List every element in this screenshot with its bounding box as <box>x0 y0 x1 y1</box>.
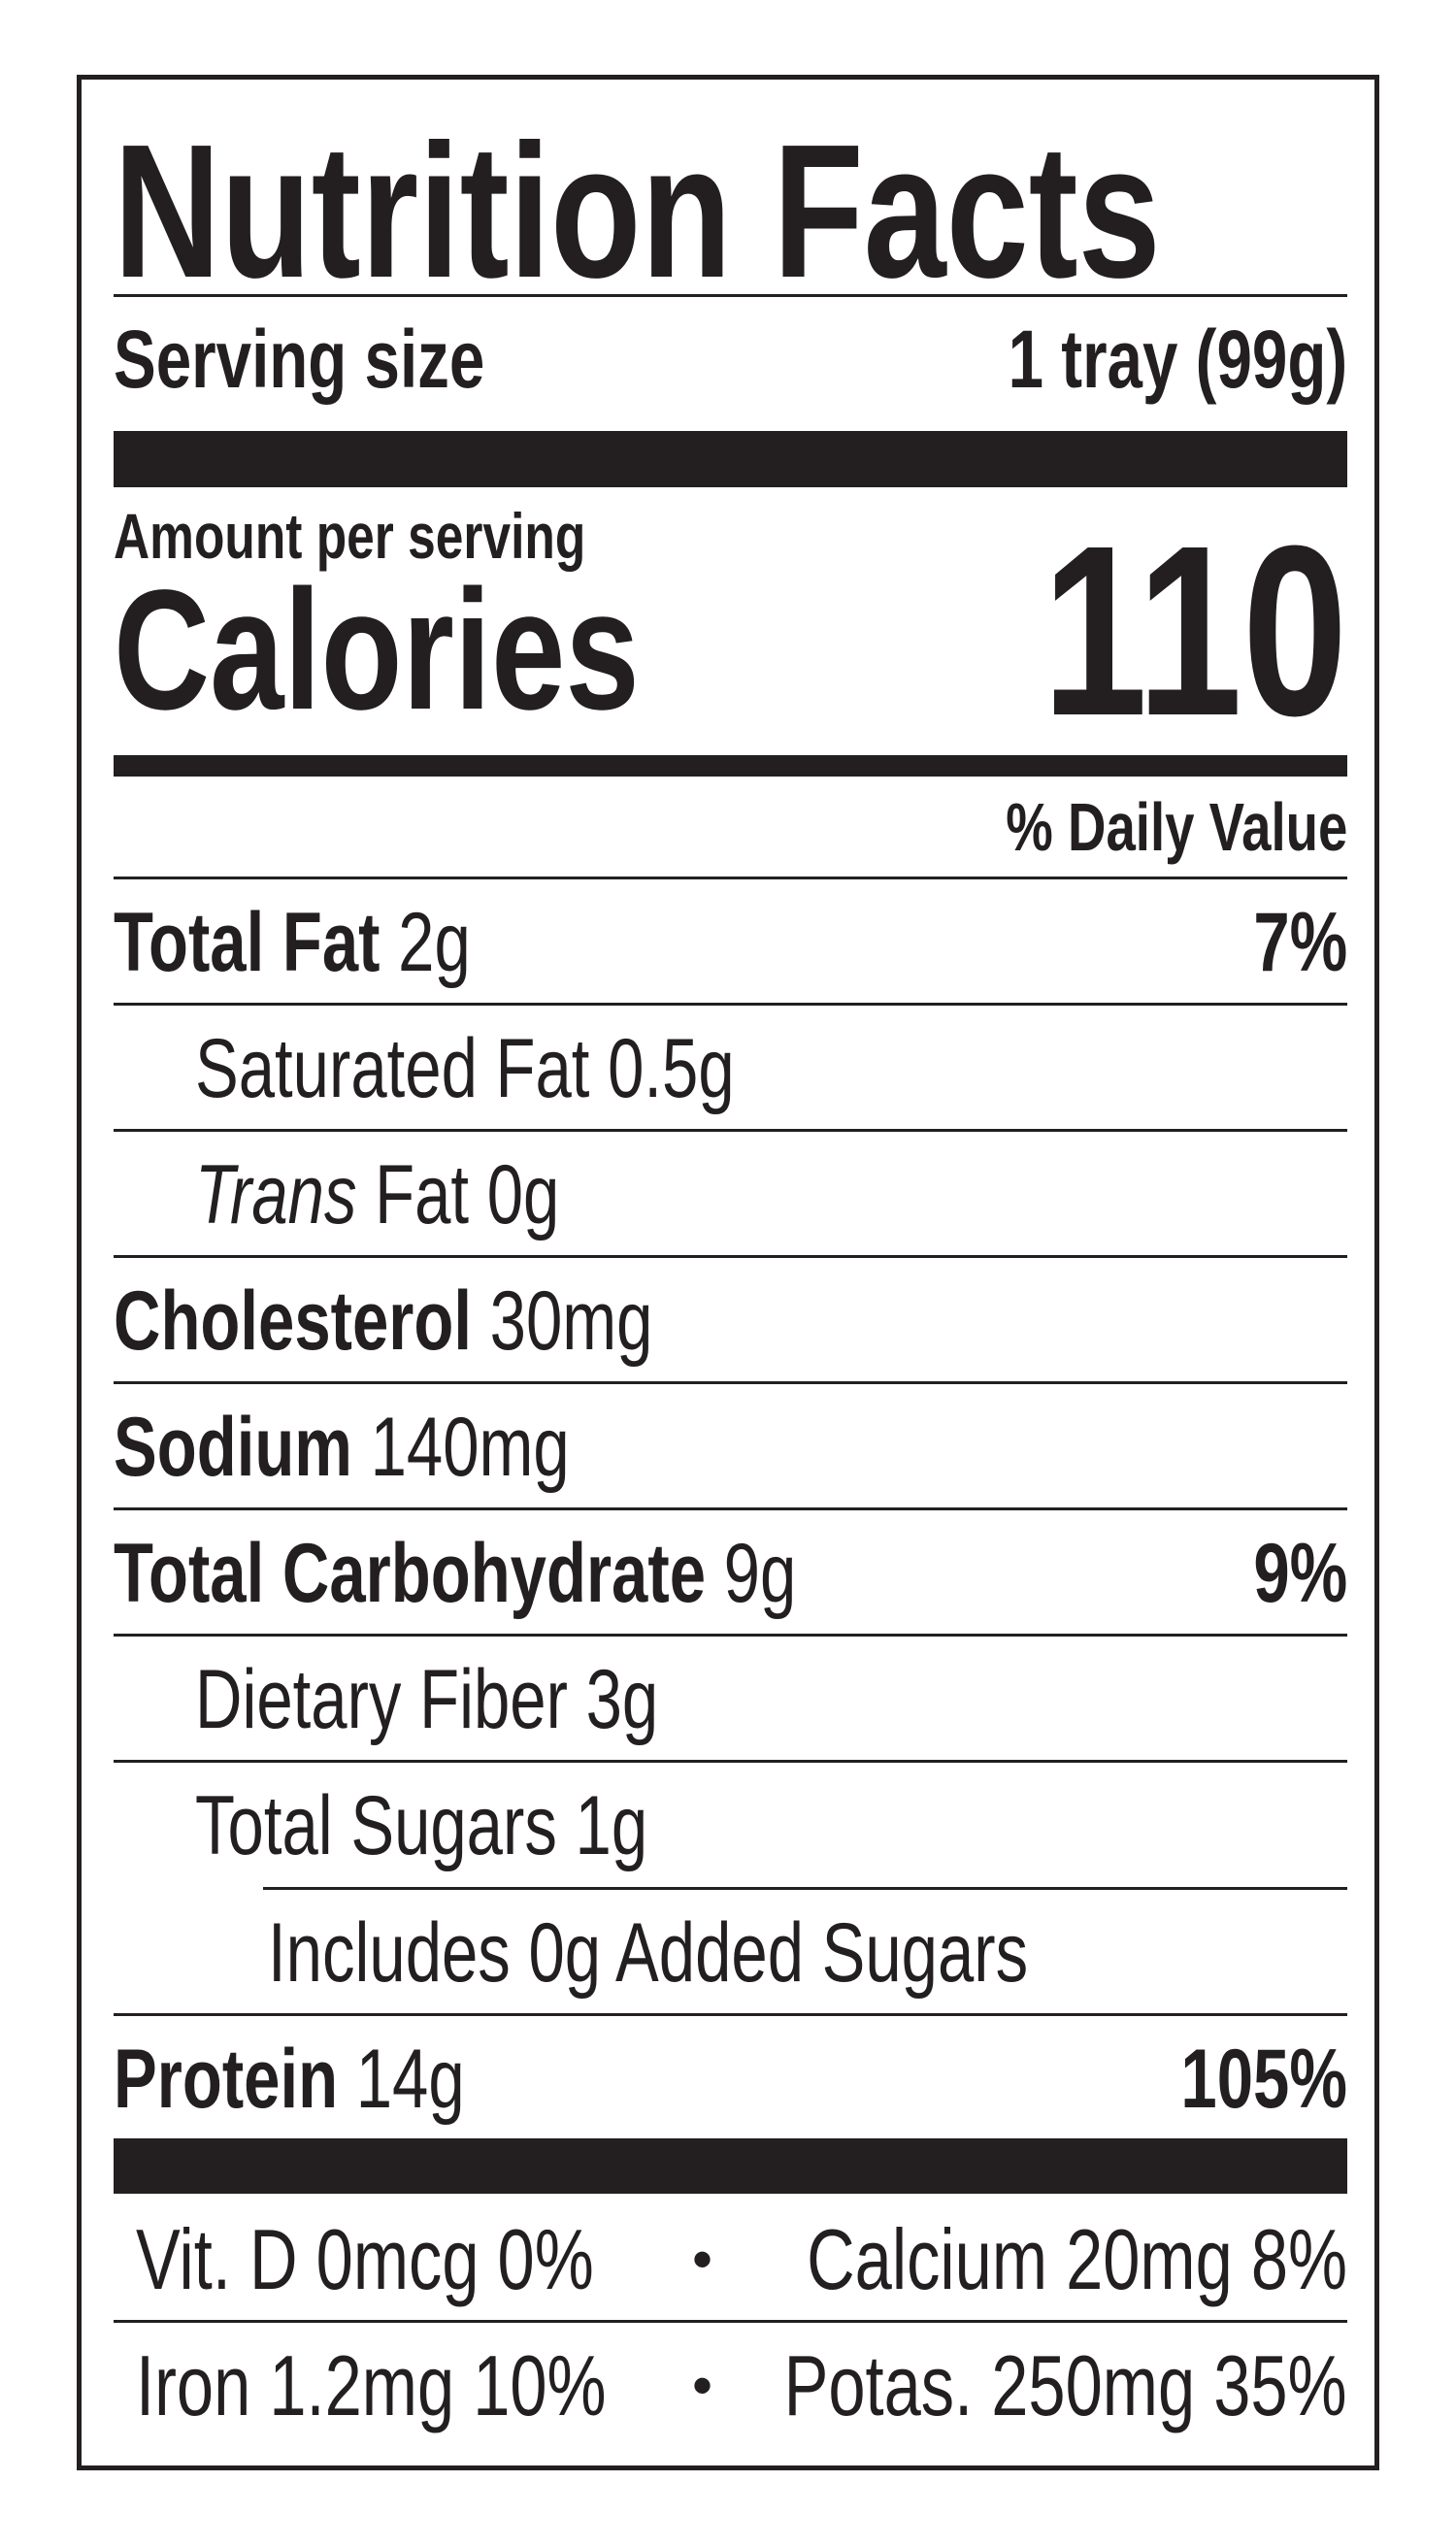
divider <box>114 1003 1347 1006</box>
nutrient-amount: 3g <box>585 1653 659 1746</box>
nutrient-name: Includes 0g Added Sugars <box>268 1906 1029 2000</box>
mineral-text: Potas. 250mg 35% <box>784 2337 1347 2433</box>
nutrient-name: Total Carbohydrate <box>114 1527 707 1620</box>
divider <box>114 1255 1347 1258</box>
nutrient-amount: 0.5g <box>608 1022 735 1115</box>
nutrient-row-total-carbohydrate: Total Carbohydrate 9g 9% <box>114 1510 1347 1637</box>
nutrient-row-trans-fat: Trans Fat 0g <box>195 1132 1347 1258</box>
calories-label: Calories <box>114 555 788 745</box>
nutrient-row-saturated-fat: Saturated Fat 0.5g <box>195 1006 1347 1132</box>
serving-size-value-text: 1 tray (99g) <box>1008 314 1347 405</box>
nutrient-dv: 9% <box>1253 1527 1347 1620</box>
mineral-text: Calcium 20mg 8% <box>807 2211 1347 2307</box>
nutrient-row-sodium: Sodium 140mg <box>114 1384 1347 1510</box>
bullet-separator: • <box>692 2328 712 2444</box>
nutrient-amount: 9g <box>723 1527 797 1620</box>
nutrient-row-total-sugars: Total Sugars 1g <box>195 1763 1347 1889</box>
calories-value: 110 <box>956 495 1347 766</box>
divider <box>114 1129 1347 1132</box>
amount-per-serving-text: Amount per serving <box>114 500 586 572</box>
nutrient-amount: 140mg <box>370 1401 570 1494</box>
bullet-separator: • <box>692 2201 712 2318</box>
mineral-potassium: Potas. 250mg 35% <box>625 2328 1347 2444</box>
nutrient-name: Trans <box>195 1148 357 1241</box>
daily-value-header: % Daily Value <box>910 788 1347 866</box>
nutrient-name: Total Sugars <box>195 1779 557 1872</box>
nutrient-name: Sodium <box>114 1401 352 1494</box>
nutrient-row-total-fat: Total Fat 2g 7% <box>114 879 1347 1006</box>
divider <box>114 1634 1347 1637</box>
nutrient-name: Cholesterol <box>114 1274 473 1368</box>
nutrient-dv: 105% <box>1180 2033 1347 2126</box>
daily-value-header-text: % Daily Value <box>1005 789 1347 865</box>
nutrient-row-added-sugars: Includes 0g Added Sugars <box>268 1890 1347 2016</box>
divider <box>114 1507 1347 1510</box>
title-text: Nutrition Facts <box>114 105 1161 317</box>
calories-label-text: Calories <box>114 555 640 745</box>
nutrient-amount: 14g <box>355 2033 465 2126</box>
mineral-text: Iron 1.2mg 10% <box>136 2337 607 2433</box>
bullet-text: • <box>692 2353 713 2418</box>
medium-divider <box>114 755 1347 777</box>
divider <box>114 877 1347 879</box>
nutrient-row-cholesterol: Cholesterol 30mg <box>114 1258 1347 1384</box>
bullet-text: • <box>692 2227 713 2292</box>
nutrient-dv: 7% <box>1253 896 1347 989</box>
divider <box>114 294 1347 297</box>
serving-size-label: Serving size <box>114 311 589 408</box>
divider <box>114 1760 1347 1763</box>
label-title: Nutrition Facts <box>114 115 1456 309</box>
mineral-iron: Iron 1.2mg 10% <box>136 2328 739 2444</box>
nutrient-name: Protein <box>114 2033 339 2126</box>
nutrient-name: Dietary Fiber <box>195 1653 568 1746</box>
nutrient-name: Total Fat <box>114 896 381 989</box>
thick-divider <box>114 431 1347 487</box>
nutrient-amount: 2g <box>398 896 471 989</box>
indented-divider <box>263 1887 1347 1890</box>
mineral-text: Vit. D 0mcg 0% <box>136 2211 594 2307</box>
amount-per-serving: Amount per serving <box>114 500 718 572</box>
divider <box>114 1381 1347 1384</box>
serving-size-value: 1 tray (99g) <box>912 311 1347 408</box>
thick-divider <box>114 2138 1347 2194</box>
calories-value-text: 110 <box>1042 495 1347 766</box>
nutrient-name: Saturated Fat <box>195 1022 590 1115</box>
serving-size-label-text: Serving size <box>114 314 485 405</box>
nutrient-amount: 1g <box>575 1779 648 1872</box>
divider <box>114 2320 1347 2323</box>
nutrient-amount: Fat 0g <box>375 1148 560 1241</box>
nutrition-label <box>77 75 1379 2470</box>
nutrient-amount: 30mg <box>489 1274 653 1368</box>
divider <box>114 2013 1347 2016</box>
mineral-calcium: Calcium 20mg 8% <box>654 2201 1347 2318</box>
mineral-vit-d: Vit. D 0mcg 0% <box>136 2201 723 2318</box>
nutrient-row-protein: Protein 14g 105% <box>114 2016 1347 2142</box>
nutrient-row-dietary-fiber: Dietary Fiber 3g <box>195 1637 1347 1763</box>
